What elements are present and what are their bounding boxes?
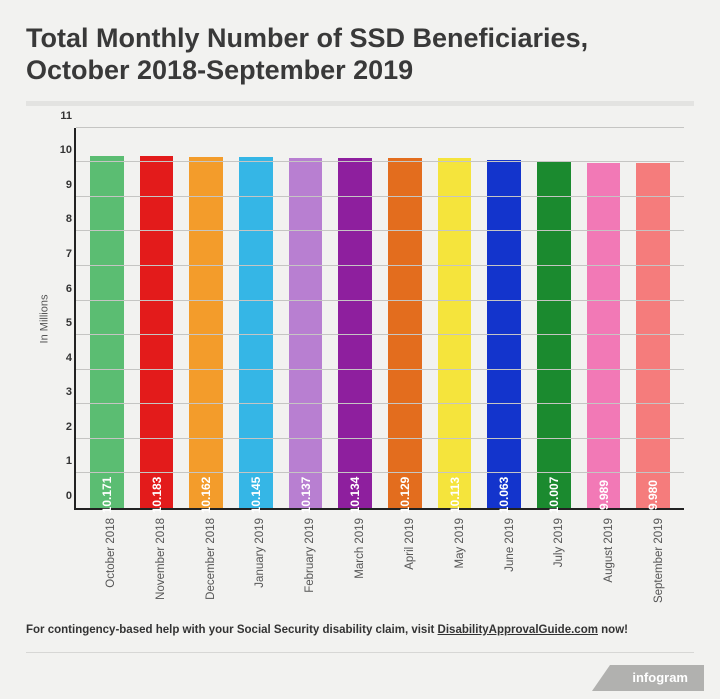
bar-slot: 10.129 bbox=[380, 128, 430, 508]
bar-slot: 10.137 bbox=[281, 128, 331, 508]
bar-slot: 10.171 bbox=[82, 128, 132, 508]
grid-line bbox=[76, 161, 684, 162]
grid-line bbox=[76, 334, 684, 335]
x-tick-label: October 2018 bbox=[105, 518, 117, 588]
x-label-slot: July 2019 bbox=[528, 510, 578, 610]
bar: 10.145 bbox=[239, 157, 273, 507]
footnote-prefix: For contingency-based help with your Soc… bbox=[26, 624, 438, 636]
bar-value-label: 10.063 bbox=[497, 476, 511, 513]
grid-line bbox=[76, 127, 684, 128]
bar: 9.989 bbox=[587, 163, 621, 508]
footnote-suffix: now! bbox=[598, 624, 628, 636]
bar: 10.137 bbox=[289, 158, 323, 508]
x-axis-labels: October 2018 November 2018 December 2018 Ja… bbox=[74, 510, 684, 610]
x-tick-label: June 2019 bbox=[504, 518, 516, 572]
bar: 10.162 bbox=[189, 157, 223, 508]
y-tick-label: 10 bbox=[50, 144, 72, 156]
bar: 9.980 bbox=[636, 163, 670, 508]
x-label-slot: December 2018 bbox=[180, 510, 230, 610]
x-label-slot: May 2019 bbox=[429, 510, 479, 610]
y-tick-label: 0 bbox=[50, 490, 72, 502]
grid-line bbox=[76, 369, 684, 370]
grid-line bbox=[76, 403, 684, 404]
grid-line bbox=[76, 438, 684, 439]
x-tick-label: May 2019 bbox=[454, 518, 466, 569]
bar-value-label: 10.113 bbox=[448, 477, 462, 513]
x-tick-label: February 2019 bbox=[304, 518, 316, 593]
bar: 10.134 bbox=[338, 158, 372, 508]
bar-value-label: 9.989 bbox=[597, 480, 611, 510]
bar: 10.183 bbox=[140, 156, 174, 508]
bar-slot: 10.183 bbox=[132, 128, 182, 508]
bar-value-label: 9.980 bbox=[646, 480, 660, 510]
grid-line bbox=[76, 265, 684, 266]
bar-slot: 10.134 bbox=[330, 128, 380, 508]
x-tick-label: January 2019 bbox=[254, 518, 266, 588]
x-tick-label: November 2018 bbox=[155, 518, 167, 600]
grid-line bbox=[76, 196, 684, 197]
x-label-slot: June 2019 bbox=[479, 510, 529, 610]
divider-thin bbox=[26, 652, 694, 653]
x-label-slot: September 2019 bbox=[628, 510, 678, 610]
footnote: For contingency-based help with your Soc… bbox=[26, 624, 694, 636]
divider-thick bbox=[26, 101, 694, 106]
x-tick-label: August 2019 bbox=[603, 518, 615, 583]
bar-slot: 10.063 bbox=[479, 128, 529, 508]
y-tick-label: 1 bbox=[50, 455, 72, 467]
y-tick-label: 7 bbox=[50, 248, 72, 260]
grid-line bbox=[76, 300, 684, 301]
x-label-slot: November 2018 bbox=[130, 510, 180, 610]
x-tick-label: December 2018 bbox=[205, 518, 217, 600]
x-tick-label: March 2019 bbox=[354, 518, 366, 579]
bar-value-label: 10.007 bbox=[547, 476, 561, 513]
x-label-slot: February 2019 bbox=[279, 510, 329, 610]
y-tick-label: 2 bbox=[50, 421, 72, 433]
bar: 10.129 bbox=[388, 158, 422, 508]
grid-line bbox=[76, 230, 684, 231]
chart-area: In Millions 10.17110.18310.16210.14510.1… bbox=[38, 128, 684, 510]
x-tick-label: September 2019 bbox=[653, 518, 665, 603]
bar: 10.171 bbox=[90, 156, 124, 507]
y-tick-label: 6 bbox=[50, 283, 72, 295]
bar-slot: 10.007 bbox=[529, 128, 579, 508]
y-tick-label: 4 bbox=[50, 352, 72, 364]
y-tick-label: 3 bbox=[50, 386, 72, 398]
infogram-badge[interactable]: infogram bbox=[610, 665, 704, 691]
chart-title: Total Monthly Number of SSD Beneficiarie… bbox=[26, 22, 694, 87]
bars-container: 10.171 10.183 10.162 10.145 10.137 10.134 10.1… bbox=[76, 128, 684, 508]
bar-value-label: 10.134 bbox=[348, 476, 362, 513]
x-tick-label: July 2019 bbox=[553, 518, 565, 567]
bar-value-label: 10.171 bbox=[100, 476, 114, 513]
y-tick-label: 8 bbox=[50, 213, 72, 225]
bar-value-label: 10.145 bbox=[249, 476, 263, 513]
x-label-slot: March 2019 bbox=[329, 510, 379, 610]
grid-line bbox=[76, 472, 684, 473]
x-tick-label: April 2019 bbox=[404, 518, 416, 570]
plot-area: 10.17110.18310.16210.14510.13710.13410.1… bbox=[74, 128, 684, 510]
bar-slot: 10.113 bbox=[430, 128, 480, 508]
x-label-slot: August 2019 bbox=[578, 510, 628, 610]
bar-value-label: 10.162 bbox=[199, 476, 213, 513]
y-tick-label: 9 bbox=[50, 179, 72, 191]
bar-value-label: 10.137 bbox=[299, 476, 313, 513]
bar-slot: 10.162 bbox=[181, 128, 231, 508]
x-label-slot: January 2019 bbox=[229, 510, 279, 610]
x-label-slot: October 2018 bbox=[80, 510, 130, 610]
bar-value-label: 10.129 bbox=[398, 476, 412, 513]
bar-value-label: 10.183 bbox=[150, 476, 164, 513]
y-axis-label: In Millions bbox=[38, 294, 50, 343]
y-tick-label: 5 bbox=[50, 317, 72, 329]
x-label-slot: April 2019 bbox=[379, 510, 429, 610]
footnote-link[interactable]: DisabilityApprovalGuide.com bbox=[438, 624, 598, 636]
bar-slot: 9.989 bbox=[579, 128, 629, 508]
bar-slot: 10.145 bbox=[231, 128, 281, 508]
bar-slot: 9.980 bbox=[628, 128, 678, 508]
y-tick-label: 11 bbox=[50, 110, 72, 122]
